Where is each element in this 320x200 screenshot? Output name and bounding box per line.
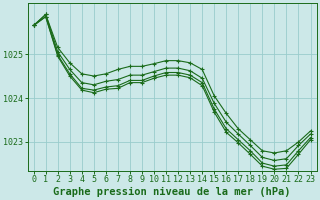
X-axis label: Graphe pression niveau de la mer (hPa): Graphe pression niveau de la mer (hPa) xyxy=(53,186,291,197)
